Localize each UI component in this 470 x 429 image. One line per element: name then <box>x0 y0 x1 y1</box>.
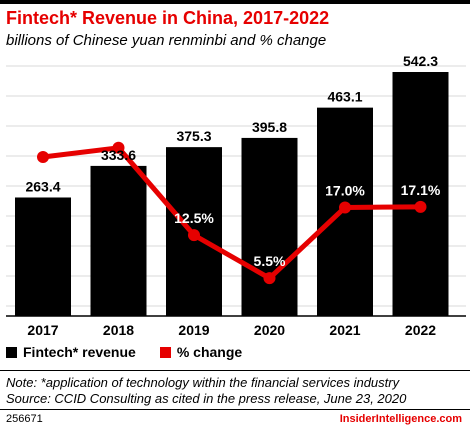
bar-2017 <box>15 197 71 316</box>
bar-value-label: 463.1 <box>327 89 362 105</box>
pct-change-point <box>37 151 49 164</box>
chart-subtitle: billions of Chinese yuan renminbi and % … <box>6 32 327 49</box>
legend-label-change: % change <box>176 344 243 360</box>
pct-change-point <box>339 201 351 214</box>
x-tick-label: 2021 <box>329 322 360 338</box>
footnote: Note: *application of technology within … <box>6 375 406 407</box>
chart-title: Fintech* Revenue in China, 2017-2022 <box>6 8 330 28</box>
x-tick-label: 2018 <box>103 322 134 338</box>
pct-change-line <box>42 145 421 281</box>
brand-logo: InsiderIntelligence.com <box>339 413 462 425</box>
bar-value-label: 263.4 <box>25 178 60 194</box>
pct-change-label: 25.2% <box>23 132 63 148</box>
legend-item-change: % change <box>159 344 243 360</box>
bar-value-label: 395.8 <box>252 119 287 135</box>
bar-2022 <box>392 72 449 316</box>
pct-change-label: 12.5% <box>174 210 214 226</box>
pct-change-label: 5.5% <box>254 253 286 269</box>
pct-change-point <box>112 141 125 154</box>
x-tick-label: 2022 <box>405 322 436 338</box>
top-rule <box>0 0 470 4</box>
bar-value-label: 542.3 <box>403 53 438 69</box>
note-text: Note: *application of technology within … <box>6 375 400 390</box>
bar-value-label: 333.6 <box>101 147 136 163</box>
legend-swatch-change <box>159 346 171 358</box>
chart-plot: 263.4 2017 333.6 2018 375.3 2019 395.8 2020 463.… <box>6 53 466 338</box>
chart-id: 256671 <box>6 413 43 425</box>
legend-label-revenue: Fintech* revenue <box>23 344 136 360</box>
bar-2018 <box>90 165 147 316</box>
pct-change-label: 17.1% <box>401 182 441 198</box>
bar-2020 <box>241 137 298 316</box>
pct-change-label: 17.0% <box>325 182 365 198</box>
bar-value-label: 375.3 <box>176 128 211 144</box>
source-text: Source: CCID Consulting as cited in the … <box>6 391 407 406</box>
divider-bottom <box>0 409 470 410</box>
legend-item-revenue: Fintech* revenue <box>6 344 136 360</box>
chart-legend: Fintech* revenue % change <box>6 344 266 360</box>
pct-change-point <box>188 229 200 242</box>
x-tick-label: 2019 <box>178 322 209 338</box>
x-tick-label: 2020 <box>254 322 285 338</box>
x-tick-label: 2017 <box>27 322 58 338</box>
legend-swatch-revenue <box>6 346 17 358</box>
pct-change-point <box>414 200 427 213</box>
pct-change-point <box>263 272 276 285</box>
divider-top <box>0 370 470 371</box>
pct-change-label: 26.7% <box>99 123 139 139</box>
